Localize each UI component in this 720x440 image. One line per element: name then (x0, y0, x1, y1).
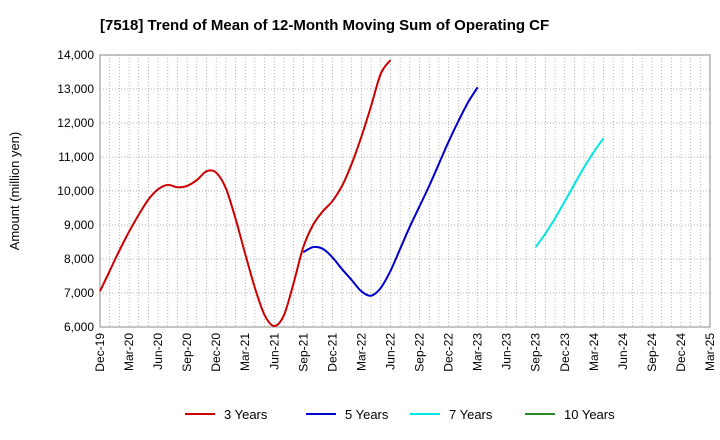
x-tick-label: Jun-20 (151, 333, 165, 370)
legend-label-5-years: 5 Years (345, 407, 389, 422)
x-tick-label: Dec-22 (442, 333, 456, 372)
x-tick-label: Sep-22 (413, 333, 427, 372)
x-tick-label: Jun-23 (500, 333, 514, 370)
x-tick-label: Sep-23 (529, 333, 543, 372)
y-tick-label: 11,000 (58, 150, 94, 164)
y-tick-label: 9,000 (64, 218, 94, 232)
y-tick-label: 8,000 (64, 252, 94, 266)
x-tick-label: Dec-20 (209, 333, 223, 372)
y-tick-label: 13,000 (57, 82, 94, 96)
x-tick-label: Mar-25 (703, 333, 717, 371)
x-tick-label: Mar-24 (587, 333, 601, 371)
series-line-5-years (302, 86, 479, 297)
series-line-7-years (534, 137, 605, 248)
x-tick-label: Sep-24 (645, 333, 659, 372)
x-tick-label: Mar-21 (238, 333, 252, 371)
series-lines (99, 59, 605, 327)
legend: 3 Years 5 Years 7 Years 10 Years (185, 407, 615, 422)
legend-label-3-years: 3 Years (224, 407, 268, 422)
chart-title: [7518] Trend of Mean of 12-Month Moving … (100, 17, 549, 34)
x-tick-label: Jun-21 (267, 333, 281, 370)
x-tick-label: Dec-24 (674, 333, 688, 372)
x-tick-label: Mar-20 (122, 333, 136, 371)
series-line-3-years (99, 59, 392, 327)
grid (100, 55, 710, 327)
y-axis-label: Amount (million yen) (7, 132, 22, 251)
x-tick-label: Mar-23 (471, 333, 485, 371)
x-tick-label: Sep-20 (180, 333, 194, 372)
y-tick-label: 6,000 (64, 320, 94, 334)
y-tick-labels: 6,000 7,000 8,000 9,000 10,000 11,000 12,000 13… (57, 48, 94, 334)
x-tick-label: Jun-22 (383, 333, 397, 370)
x-tick-label: Dec-21 (325, 333, 339, 372)
y-tick-label: 12,000 (57, 116, 94, 130)
x-tick-label: Dec-19 (93, 333, 107, 372)
plot-area (99, 54, 711, 328)
x-tick-label: Dec-23 (558, 333, 572, 372)
legend-label-7-years: 7 Years (449, 407, 493, 422)
legend-label-10-years: 10 Years (564, 407, 615, 422)
y-tick-label: 7,000 (64, 286, 94, 300)
y-tick-label: 14,000 (57, 48, 94, 62)
x-tick-label: Sep-21 (296, 333, 310, 372)
y-tick-label: 10,000 (57, 184, 94, 198)
x-tick-label: Mar-22 (354, 333, 368, 371)
x-tick-labels: Dec-19 Mar-20 Jun-20 Sep-20 Dec-20 Mar-21 Jun-… (93, 333, 717, 372)
x-tick-label: Jun-24 (616, 333, 630, 370)
